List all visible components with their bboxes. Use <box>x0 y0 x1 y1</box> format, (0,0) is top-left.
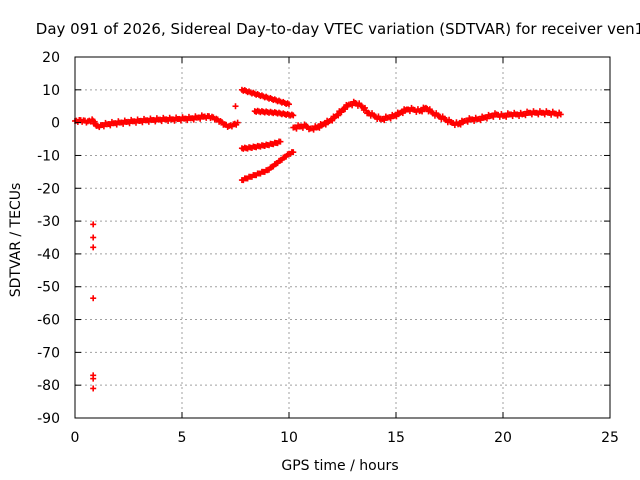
data-point <box>381 117 388 124</box>
y-tick-label: 10 <box>42 83 60 99</box>
data-point <box>277 138 284 145</box>
data-point <box>126 120 133 127</box>
data-point <box>535 111 542 118</box>
x-tick-label: 5 <box>178 430 187 446</box>
data-point <box>335 112 342 119</box>
y-tick-label: -70 <box>37 345 60 361</box>
data-point <box>152 118 159 125</box>
y-tick-label: -10 <box>37 148 60 164</box>
data-point <box>299 124 306 131</box>
data-point <box>310 126 317 133</box>
data-point <box>232 103 239 110</box>
data-point <box>509 113 516 120</box>
data-point <box>234 119 241 126</box>
data-point <box>107 122 114 129</box>
data-point <box>91 118 98 125</box>
y-tick-label: 0 <box>51 116 60 132</box>
data-point <box>145 118 152 125</box>
y-tick-label: 20 <box>42 50 60 66</box>
y-tick-label: -80 <box>37 378 60 394</box>
data-point <box>139 119 146 126</box>
data-point <box>290 149 297 156</box>
data-point <box>503 113 510 120</box>
data-point <box>329 117 336 124</box>
data-point <box>90 244 97 251</box>
data-point <box>477 117 484 124</box>
data-point <box>522 112 529 119</box>
x-tick-label: 20 <box>494 430 512 446</box>
data-point <box>293 125 300 132</box>
y-tick-label: -30 <box>37 214 60 230</box>
data-point <box>490 113 497 120</box>
y-tick-label: -50 <box>37 280 60 296</box>
data-points <box>72 86 564 392</box>
data-point <box>286 101 292 108</box>
y-axis-label: SDTVAR / TECUs <box>8 183 24 298</box>
y-tick-label: -90 <box>37 411 60 427</box>
data-point <box>387 115 394 122</box>
data-point <box>483 115 490 122</box>
data-point <box>342 106 349 113</box>
x-axis-label: GPS time / hours <box>281 458 398 474</box>
data-point <box>190 116 197 123</box>
data-point <box>406 108 413 115</box>
data-point <box>90 375 97 382</box>
data-point <box>528 111 535 118</box>
axis-ticks: 0 5 10 15 20 25 20 10 0 -10 -20 -30 -40 -50 -60 -70 -80 -… <box>37 50 619 446</box>
data-point <box>171 117 178 124</box>
data-point <box>197 115 204 122</box>
data-point <box>464 118 471 125</box>
data-point <box>290 112 297 119</box>
data-point <box>541 111 548 118</box>
data-point <box>113 121 120 128</box>
data-point <box>349 102 356 109</box>
data-point <box>132 119 139 126</box>
data-point <box>100 123 107 130</box>
data-point <box>516 113 523 120</box>
data-point <box>90 385 97 392</box>
x-tick-label: 15 <box>387 430 405 446</box>
y-tick-label: -20 <box>37 181 60 197</box>
data-point <box>557 111 564 118</box>
data-point <box>471 117 478 124</box>
data-point <box>358 103 365 110</box>
y-tick-label: -40 <box>37 247 60 263</box>
data-point <box>90 221 97 228</box>
chart-title: Day 091 of 2026, Sidereal Day-to-day VTE… <box>36 20 640 38</box>
x-tick-label: 10 <box>280 430 298 446</box>
x-tick-label: 25 <box>601 430 619 446</box>
data-point <box>177 117 184 124</box>
y-tick-label: -60 <box>37 313 60 329</box>
data-point <box>548 111 555 118</box>
data-point <box>120 120 127 127</box>
data-point <box>184 117 191 124</box>
data-point <box>90 234 97 241</box>
x-tick-label: 0 <box>71 430 80 446</box>
plot-frame <box>74 56 611 419</box>
data-point <box>165 117 172 124</box>
data-point <box>158 118 165 125</box>
data-point <box>90 295 97 302</box>
